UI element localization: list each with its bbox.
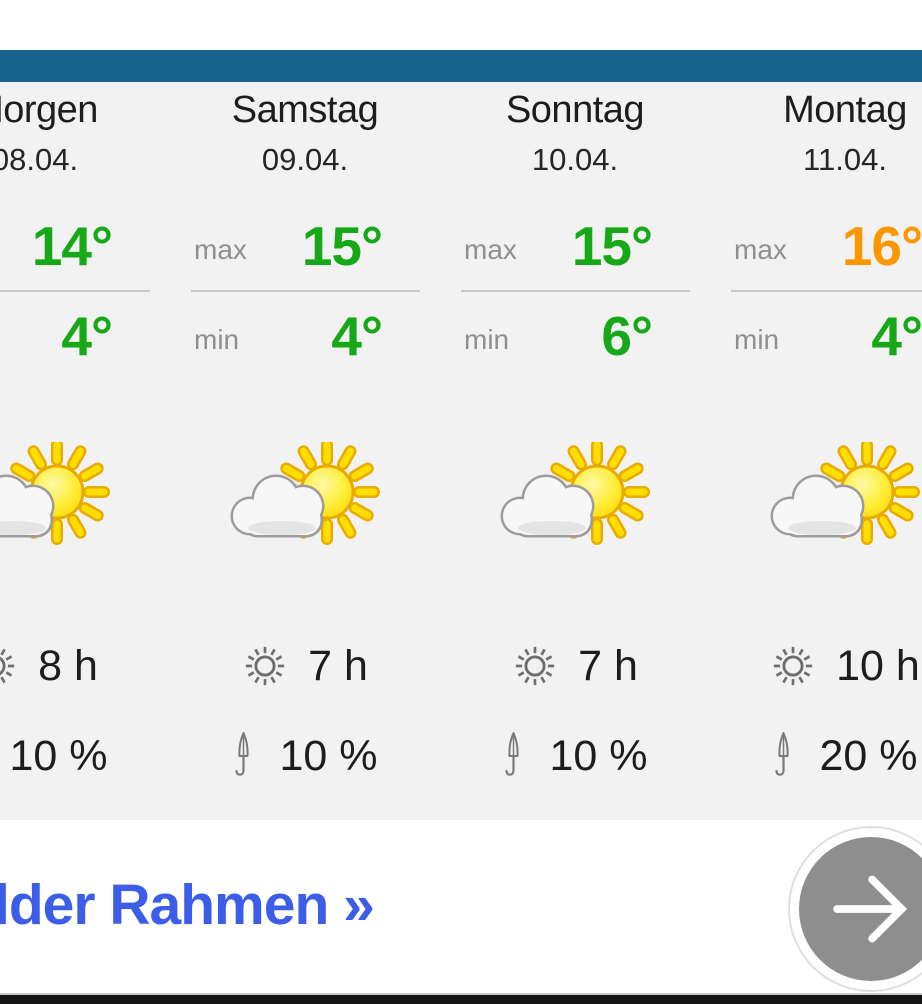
temp-divider bbox=[0, 290, 150, 292]
rain-probability-row: 10 % bbox=[440, 730, 710, 782]
min-label: min bbox=[734, 324, 780, 355]
forecast-panel: Morgen 08.04. max 14° min 4° 8 h bbox=[0, 82, 922, 820]
max-temp-value: 14° bbox=[31, 215, 113, 277]
min-temp-row: min 6° bbox=[440, 304, 710, 364]
bottom-system-bar bbox=[0, 995, 922, 1004]
max-temp-row: max 15° bbox=[440, 214, 710, 274]
max-label: max bbox=[194, 234, 247, 265]
min-label: min bbox=[464, 324, 510, 355]
min-temp-row: min 4° bbox=[0, 304, 170, 364]
day-name: Sonntag bbox=[505, 89, 645, 131]
day-date: 08.04. bbox=[0, 142, 79, 177]
more-link[interactable]: lder Rahmen » bbox=[0, 873, 375, 937]
day-date: 09.04. bbox=[261, 142, 349, 177]
max-label: max bbox=[734, 234, 787, 265]
forecast-day-column[interactable]: Sonntag 10.04. max 15° min 6° 7 h bbox=[440, 82, 710, 820]
min-temp-value: 4° bbox=[331, 305, 383, 367]
min-label: min bbox=[194, 324, 240, 355]
temp-divider bbox=[461, 290, 690, 292]
max-temp-row: max 15° bbox=[170, 214, 440, 274]
sun-behind-cloud-icon bbox=[220, 442, 390, 552]
next-button[interactable] bbox=[799, 837, 922, 981]
max-temp-value: 15° bbox=[301, 215, 383, 277]
right-arrow-icon bbox=[825, 863, 917, 955]
sun-behind-cloud-icon bbox=[0, 442, 120, 552]
sun-behind-cloud-icon bbox=[760, 442, 922, 552]
sun-hours-row: 7 h bbox=[440, 640, 710, 692]
sun-icon bbox=[512, 643, 558, 689]
sun-hours-value: 7 h bbox=[308, 641, 368, 690]
sun-hours-row: 10 h bbox=[710, 640, 922, 692]
temp-divider bbox=[731, 290, 922, 292]
forecast-columns: Morgen 08.04. max 14° min 4° 8 h bbox=[0, 82, 922, 820]
rain-probability-value: 10 % bbox=[279, 731, 378, 780]
sun-hours-value: 10 h bbox=[836, 641, 920, 690]
min-temp-value: 6° bbox=[601, 305, 653, 367]
max-temp-value: 15° bbox=[571, 215, 653, 277]
min-temp-row: min 4° bbox=[170, 304, 440, 364]
sun-hours-value: 7 h bbox=[578, 641, 638, 690]
min-temp-row: min 4° bbox=[710, 304, 922, 364]
day-name: Montag bbox=[783, 89, 907, 131]
umbrella-icon bbox=[772, 732, 795, 780]
min-temp-value: 4° bbox=[871, 305, 922, 367]
forecast-day-column[interactable]: Montag 11.04. max 16° min 4° 10 h bbox=[710, 82, 922, 820]
day-date: 10.04. bbox=[531, 142, 619, 177]
day-name: Samstag bbox=[231, 89, 379, 131]
day-date: 11.04. bbox=[803, 142, 887, 177]
rain-probability-value: 20 % bbox=[819, 731, 918, 780]
sun-icon bbox=[770, 643, 816, 689]
footer-area: lder Rahmen » bbox=[0, 820, 922, 994]
umbrella-icon bbox=[232, 732, 255, 780]
min-temp-value: 4° bbox=[61, 305, 113, 367]
max-label: max bbox=[464, 234, 517, 265]
max-temp-row: max 14° bbox=[0, 214, 170, 274]
sun-icon bbox=[242, 643, 288, 689]
rain-probability-row: 10 % bbox=[170, 730, 440, 782]
bottom-separator bbox=[0, 993, 922, 995]
sun-behind-cloud-icon bbox=[490, 442, 660, 552]
rain-probability-row: 20 % bbox=[710, 730, 922, 782]
max-temp-value: 16° bbox=[841, 215, 922, 277]
umbrella-icon bbox=[502, 732, 525, 780]
day-name: Morgen bbox=[0, 89, 98, 131]
next-button-ring bbox=[788, 826, 922, 992]
rain-probability-value: 10 % bbox=[9, 731, 108, 780]
max-temp-row: max 16° bbox=[710, 214, 922, 274]
sun-icon bbox=[0, 643, 18, 689]
rain-probability-row: 10 % bbox=[0, 730, 170, 782]
temp-divider bbox=[191, 290, 420, 292]
sun-hours-value: 8 h bbox=[38, 641, 98, 690]
forecast-day-column[interactable]: Samstag 09.04. max 15° min 4° 7 h bbox=[170, 82, 440, 820]
rain-probability-value: 10 % bbox=[549, 731, 648, 780]
forecast-day-column[interactable]: Morgen 08.04. max 14° min 4° 8 h bbox=[0, 82, 170, 820]
sun-hours-row: 8 h bbox=[0, 640, 170, 692]
header-bar bbox=[0, 50, 922, 82]
sun-hours-row: 7 h bbox=[170, 640, 440, 692]
